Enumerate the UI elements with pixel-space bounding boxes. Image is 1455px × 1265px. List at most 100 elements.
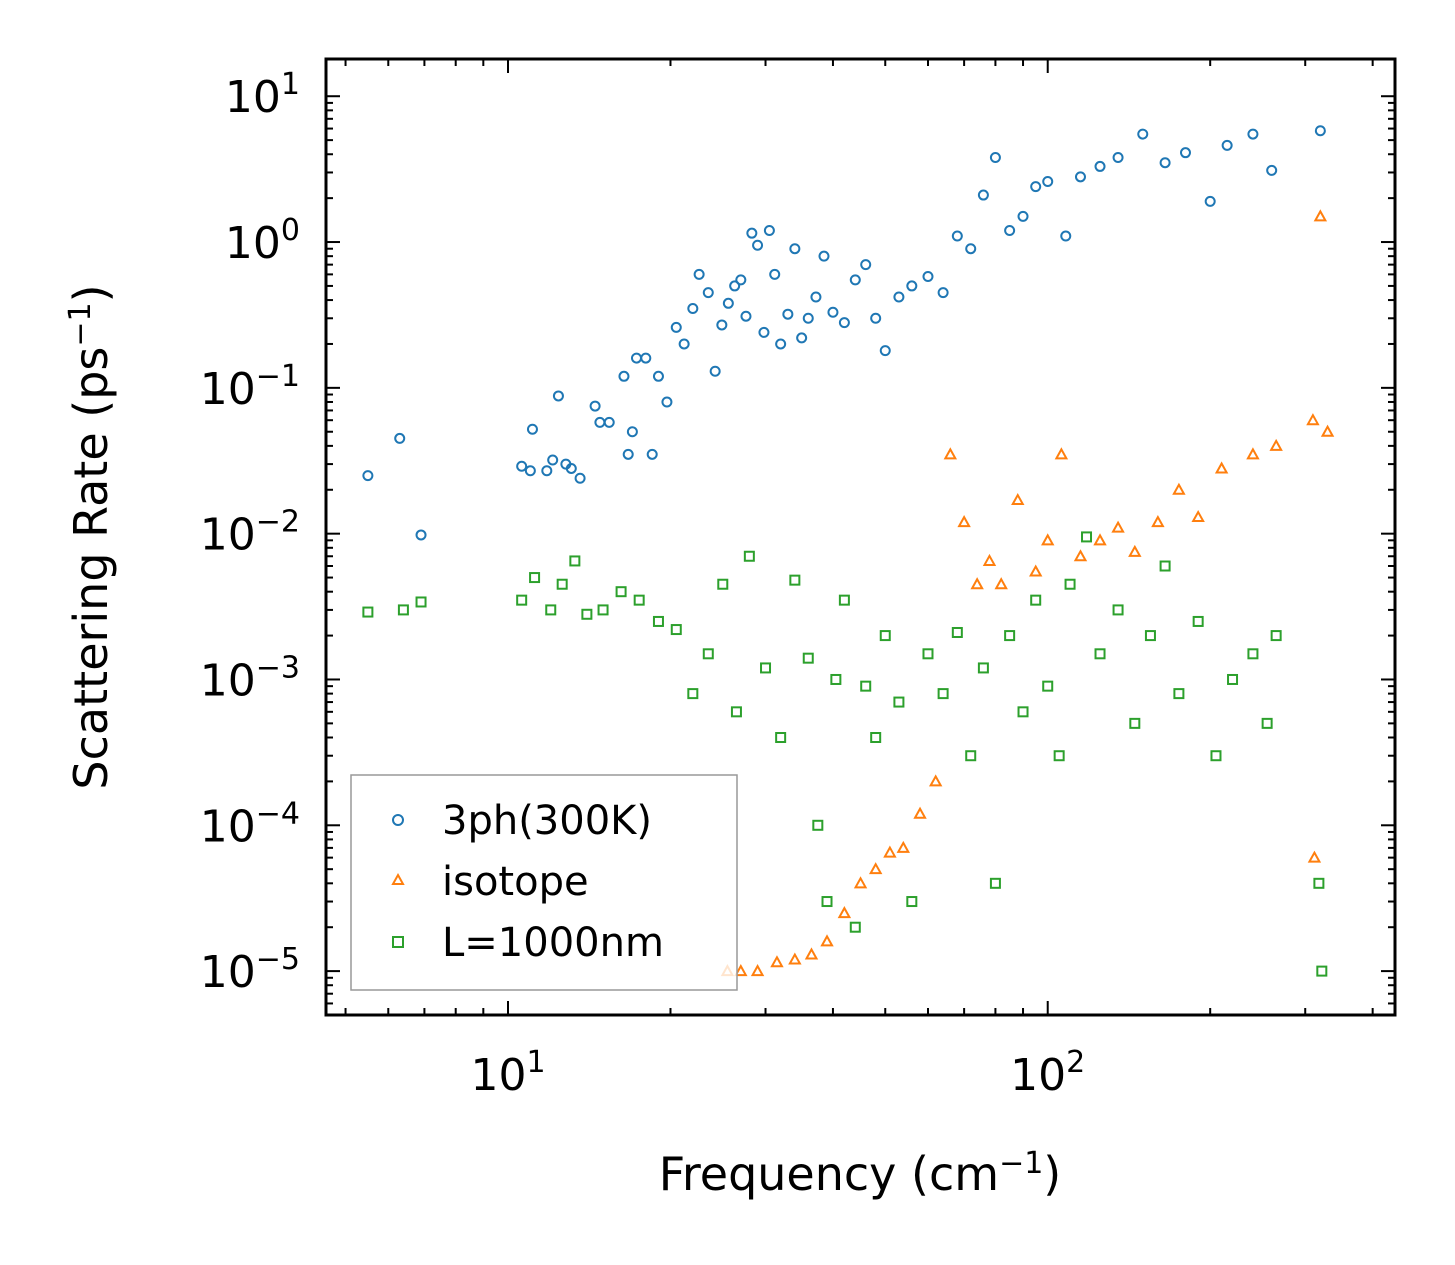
x-axis-label: Frequency (cm−1) <box>659 1146 1062 1201</box>
x-tick-label-exp: 2 <box>1066 1045 1085 1080</box>
point-2-9 <box>597 604 609 616</box>
y-axis-label-text: Scattering Rate (ps <box>64 347 118 790</box>
point-2-57 <box>1270 630 1282 642</box>
point-1-26 <box>1128 544 1142 557</box>
point-0-43 <box>802 312 814 324</box>
point-1-13 <box>928 774 943 787</box>
x-tick-label-exp: 1 <box>526 1045 545 1080</box>
point-0-58 <box>977 189 989 201</box>
point-0-17 <box>626 426 638 438</box>
point-0-49 <box>860 259 872 271</box>
point-0-67 <box>1112 151 1124 163</box>
point-0-33 <box>740 310 752 322</box>
point-2-25 <box>830 673 842 685</box>
point-2-5 <box>545 604 557 616</box>
point-0-60 <box>1004 224 1016 236</box>
point-2-35 <box>951 626 963 638</box>
point-2-49 <box>1144 630 1156 642</box>
point-1-11 <box>896 840 910 853</box>
point-2-3 <box>516 594 528 606</box>
y-tick-label-base: 10 <box>200 947 256 998</box>
point-2-19 <box>760 662 772 674</box>
point-0-3 <box>516 460 528 472</box>
y-tick-label-5: 10−4 <box>200 796 300 852</box>
y-tick-label-exp: −3 <box>256 650 300 685</box>
point-2-1 <box>397 604 409 616</box>
point-0-39 <box>775 338 787 350</box>
point-2-44 <box>1064 578 1076 590</box>
point-0-26 <box>693 268 705 280</box>
x-axis-label-text: Frequency (cm <box>659 1147 999 1201</box>
point-2-26 <box>838 594 850 606</box>
point-2-52 <box>1192 615 1204 627</box>
y-tick-label-exp: 1 <box>281 67 300 102</box>
point-0-12 <box>589 400 601 412</box>
y-tick-label-0: 101 <box>225 67 300 123</box>
y-axis-label-suffix: ) <box>64 284 118 302</box>
legend-label-boundary: L=1000nm <box>442 920 664 966</box>
point-1-35 <box>1313 209 1328 222</box>
y-tick-label-base: 10 <box>225 218 281 269</box>
point-2-7 <box>569 555 581 567</box>
series-0 <box>362 125 1326 541</box>
point-0-63 <box>1042 176 1054 188</box>
point-2-40 <box>1017 706 1029 718</box>
point-2-54 <box>1227 673 1239 685</box>
y-tick-label-base: 10 <box>200 655 256 706</box>
point-0-68 <box>1137 128 1149 140</box>
point-0-71 <box>1204 195 1216 207</box>
point-2-48 <box>1129 717 1141 729</box>
point-1-15 <box>957 515 971 528</box>
point-2-10 <box>615 586 627 598</box>
point-2-12 <box>652 615 664 627</box>
point-0-75 <box>1314 125 1326 137</box>
point-0-5 <box>524 465 536 477</box>
point-2-55 <box>1247 648 1259 660</box>
point-1-30 <box>1214 461 1229 474</box>
legend-marker-boundary <box>392 936 404 948</box>
point-0-30 <box>722 297 734 309</box>
legend-label-isotope: isotope <box>442 859 589 905</box>
point-2-53 <box>1210 750 1222 762</box>
point-2-2 <box>415 596 427 608</box>
point-0-23 <box>670 321 682 333</box>
point-0-57 <box>965 243 977 255</box>
point-0-65 <box>1074 171 1086 183</box>
point-2-16 <box>717 578 729 590</box>
point-0-7 <box>547 454 559 466</box>
point-2-58 <box>1313 877 1325 889</box>
point-0-27 <box>702 287 714 299</box>
point-0-20 <box>646 448 658 460</box>
point-0-11 <box>574 472 586 484</box>
series-2 <box>362 531 1328 977</box>
point-2-46 <box>1094 648 1106 660</box>
point-0-64 <box>1060 230 1072 242</box>
x-axis-label-sup: −1 <box>999 1146 1043 1181</box>
point-2-43 <box>1053 750 1065 762</box>
point-2-39 <box>1004 630 1016 642</box>
point-0-45 <box>818 250 830 262</box>
point-0-21 <box>652 370 664 382</box>
point-0-48 <box>849 274 861 286</box>
legend: 3ph(300K) isotope L=1000nm <box>350 774 738 991</box>
point-1-5 <box>804 947 819 960</box>
point-0-56 <box>951 230 963 242</box>
point-1-31 <box>1246 447 1260 460</box>
point-0-29 <box>716 319 728 331</box>
point-0-50 <box>870 312 882 324</box>
point-0-44 <box>810 291 822 303</box>
data-points <box>362 125 1335 977</box>
point-2-15 <box>702 648 714 660</box>
point-0-25 <box>687 303 699 315</box>
point-2-4 <box>529 572 541 584</box>
point-1-20 <box>1029 564 1043 577</box>
point-0-31 <box>729 280 741 292</box>
point-2-45 <box>1081 531 1093 543</box>
point-1-3 <box>770 955 784 968</box>
point-0-24 <box>678 338 690 350</box>
point-0-6 <box>541 465 553 477</box>
y-tick-label-1: 100 <box>225 213 300 269</box>
point-0-14 <box>603 416 615 428</box>
x-axis-label-suffix: ) <box>1043 1147 1061 1201</box>
